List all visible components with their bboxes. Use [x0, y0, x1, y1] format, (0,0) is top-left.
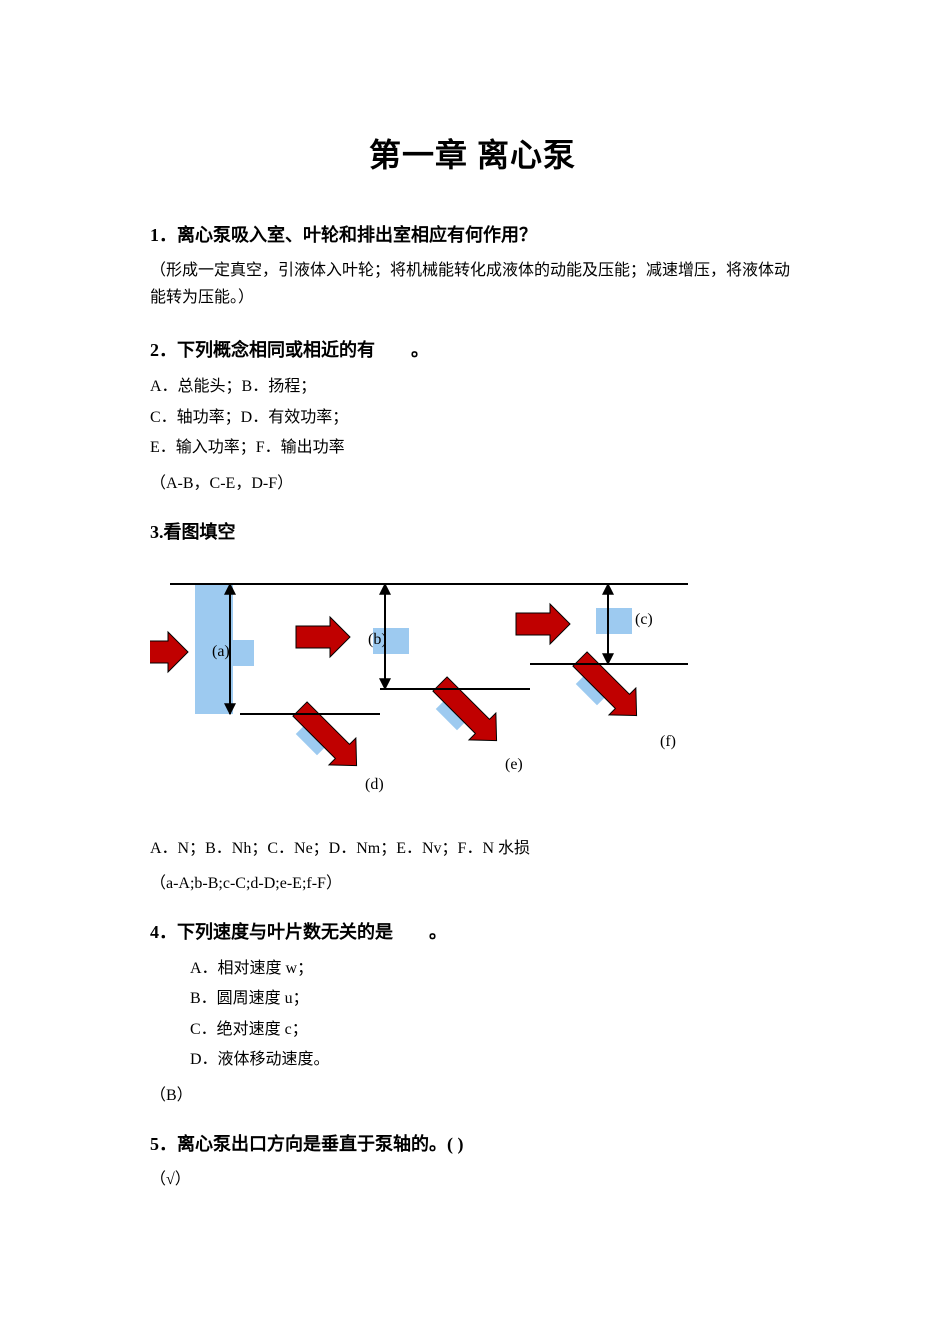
flow-diagram-svg: (a) (b) (c) (d) (e) (f): [150, 564, 705, 809]
q2-line1: A．总能头；B．扬程；: [150, 372, 795, 402]
svg-text:(f): (f): [660, 733, 676, 750]
q4-opt-a: A．相对速度 w；: [190, 954, 795, 984]
q4-opt-c: C．绝对速度 c；: [190, 1015, 795, 1045]
q3-answer: （a-A;b-B;c-C;d-D;e-E;f-F）: [150, 869, 795, 893]
document-page: 第一章 离心泵 1．离心泵吸入室、叶轮和排出室相应有何作用？ （形成一定真空，引…: [0, 0, 945, 1337]
q3-heading: 3.看图填空: [150, 518, 795, 544]
q1-answer: （形成一定真空，引液体入叶轮；将机械能转化成液体的动能及压能；减速增压，将液体动…: [150, 257, 795, 311]
svg-text:(a): (a): [212, 643, 230, 660]
q5-answer: （√）: [150, 1166, 795, 1193]
q2-options: A．总能头；B．扬程； C．轴功率；D．有效功率； E．输入功率；F．输出功率: [150, 372, 795, 463]
chapter-title: 第一章 离心泵: [150, 130, 795, 176]
svg-text:(b): (b): [368, 631, 387, 648]
q1-heading: 1．离心泵吸入室、叶轮和排出室相应有何作用？: [150, 221, 795, 247]
q5-heading: 5．离心泵出口方向是垂直于泵轴的。( ): [150, 1130, 795, 1156]
q4-answer: （B）: [150, 1081, 795, 1105]
q3-diagram: (a) (b) (c) (d) (e) (f): [150, 564, 795, 809]
svg-text:(d): (d): [365, 776, 384, 793]
q2-line2: C．轴功率；D．有效功率；: [150, 403, 795, 433]
svg-text:(e): (e): [505, 756, 523, 773]
q2-answer: （A-B，C-E，D-F）: [150, 469, 795, 493]
q4-heading: 4．下列速度与叶片数无关的是 。: [150, 918, 795, 944]
q3-legend: A．N；B．Nh；C．Ne；D．Nm；E．Nv；F．N 水损: [150, 834, 795, 864]
q4-options: A．相对速度 w； B．圆周速度 u； C．绝对速度 c； D．液体移动速度。: [150, 954, 795, 1076]
svg-text:(c): (c): [635, 611, 653, 628]
q4-opt-d: D．液体移动速度。: [190, 1045, 795, 1075]
q2-heading: 2．下列概念相同或相近的有 。: [150, 336, 795, 362]
q4-opt-b: B．圆周速度 u；: [190, 984, 795, 1014]
q2-line3: E．输入功率；F．输出功率: [150, 433, 795, 463]
